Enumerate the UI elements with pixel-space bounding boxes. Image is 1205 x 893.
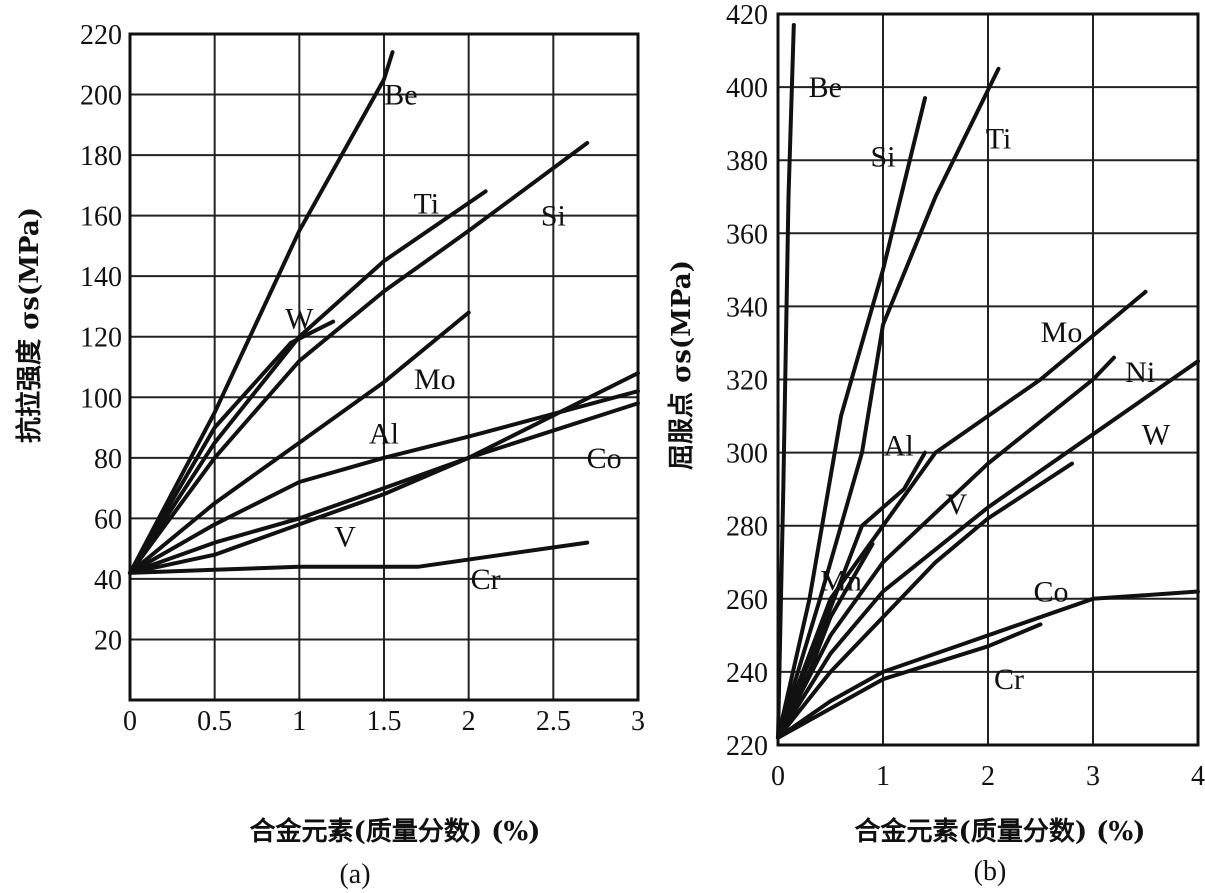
chart-a-y-tick-label: 140 [80, 262, 122, 293]
chart-b-y-tick-label: 380 [726, 146, 768, 177]
chart-a-caption: (a) [339, 859, 370, 890]
chart-b-y-tick-label: 280 [726, 512, 768, 543]
chart-a-x-axis-title: 合金元素(质量分数) (%) [250, 816, 541, 847]
chart-b-series-mo-label: Mo [1041, 316, 1083, 349]
chart-b-series-co-label: Co [1033, 575, 1068, 608]
chart-b-series-si-label: Si [870, 141, 895, 174]
chart-b-x-tick-label: 0 [771, 761, 785, 792]
chart-a-y-tick-label: 40 [94, 565, 122, 596]
chart-b-series-be-line [776, 23, 796, 740]
chart-a-series-v-line [128, 371, 640, 575]
chart-a-x-tick-label: 2.5 [536, 706, 571, 737]
chart-b-y-tick-label: 360 [726, 219, 768, 250]
chart-a-y-tick-label: 60 [94, 504, 122, 535]
chart-b-y-tick-label: 220 [726, 731, 768, 762]
chart-b-series-al-label: Al [884, 429, 914, 462]
chart-b-series-ni-line [776, 355, 1116, 740]
chart-a-x-tick-label: 1 [292, 706, 306, 737]
chart-b-x-tick-label: 1 [876, 761, 890, 792]
chart-b-plot-frame [776, 12, 1200, 747]
chart-a-series-mo-label: Mo [414, 363, 456, 396]
chart-b-y-tick-label: 300 [726, 439, 768, 470]
chart-b-series-si-line [776, 96, 927, 740]
chart-a-series-be-label: Be [384, 79, 417, 112]
chart-a-series-w-label: W [285, 303, 314, 336]
chart-a-series-cr-line [128, 540, 590, 575]
chart-b-x-tick-label: 2 [981, 761, 995, 792]
chart-a-y-tick-label: 20 [94, 625, 122, 656]
chart-b-y-tick-label: 320 [726, 366, 768, 397]
chart-b-x-tick-label: 4 [1191, 761, 1205, 792]
chart-b-series-ti-label: Ti [986, 122, 1012, 155]
chart-a-series-w-line [128, 319, 336, 575]
chart-b-series-mn-label: Mn [820, 565, 862, 598]
chart-a-x-tick-label: 0 [123, 706, 137, 737]
chart-a-y-tick-label: 180 [80, 141, 122, 172]
chart-b-series-v-line [776, 461, 1074, 740]
chart-b-x-axis-title: 合金元素(质量分数) (%) [855, 816, 1146, 847]
chart-b-series-cr-label: Cr [994, 663, 1024, 696]
chart-a-y-tick-label: 160 [80, 202, 122, 233]
chart-a-y-tick-label: 80 [94, 444, 122, 475]
chart-b-series-be-label: Be [809, 71, 842, 104]
chart-a-series-mo-line [128, 310, 471, 575]
chart-b-y-tick-label: 240 [726, 658, 768, 689]
chart-a-x-tick-label: 3 [631, 706, 645, 737]
chart-b-series-ti-line [776, 66, 1001, 740]
chart-a-series-si-line [128, 141, 590, 575]
chart-b-series-w-line [776, 359, 1200, 740]
chart-b-series-co-line [776, 589, 1200, 740]
chart-a-series-cr-label: Cr [471, 563, 501, 596]
chart-b-series-v-label: V [946, 488, 968, 521]
chart-a-y-tick-label: 120 [80, 323, 122, 354]
chart-a-series-v-label: V [334, 521, 356, 554]
chart-a-y-tick-label: 200 [80, 81, 122, 112]
chart-a-plot-frame [128, 32, 640, 702]
chart-b-series-cr-line [776, 622, 1043, 740]
chart-a-series-be-line [128, 50, 395, 575]
chart-a-x-tick-label: 1.5 [367, 706, 402, 737]
chart-a-y-tick-label: 100 [80, 383, 122, 414]
chart-a-series-co-line [128, 401, 640, 575]
chart-b-series-al-line [776, 450, 927, 740]
chart-a-y-tick-label: 220 [80, 20, 122, 51]
chart-a-series-ti-label: Ti [414, 188, 440, 221]
chart-a-series-al-line [128, 389, 640, 575]
chart-b-y-tick-label: 400 [726, 73, 768, 104]
chart-a-y-axis-title: 抗拉强度 σs(MPa) [14, 207, 45, 443]
chart-b-y-tick-label: 420 [726, 0, 768, 31]
chart-a-series-si-label: Si [541, 200, 566, 233]
chart-b-series-w-label: W [1142, 418, 1171, 451]
chart-b-caption: (b) [974, 856, 1007, 887]
chart-a-series-co-label: Co [587, 442, 622, 475]
chart-b-x-tick-label: 3 [1086, 761, 1100, 792]
chart-b-series-mn-line [776, 542, 875, 740]
chart-b-series-mo-line [776, 289, 1148, 740]
chart-a-series-al-label: Al [369, 418, 399, 451]
chart-a-x-tick-label: 0.5 [197, 706, 232, 737]
chart-b-y-tick-label: 260 [726, 585, 768, 616]
chart-b-y-axis-title: 屈服点 σs(MPa) [666, 260, 697, 470]
chart-b-series-ni-label: Ni [1125, 356, 1155, 389]
chart-a-x-tick-label: 2 [462, 706, 476, 737]
chart-b-y-tick-label: 340 [726, 292, 768, 323]
